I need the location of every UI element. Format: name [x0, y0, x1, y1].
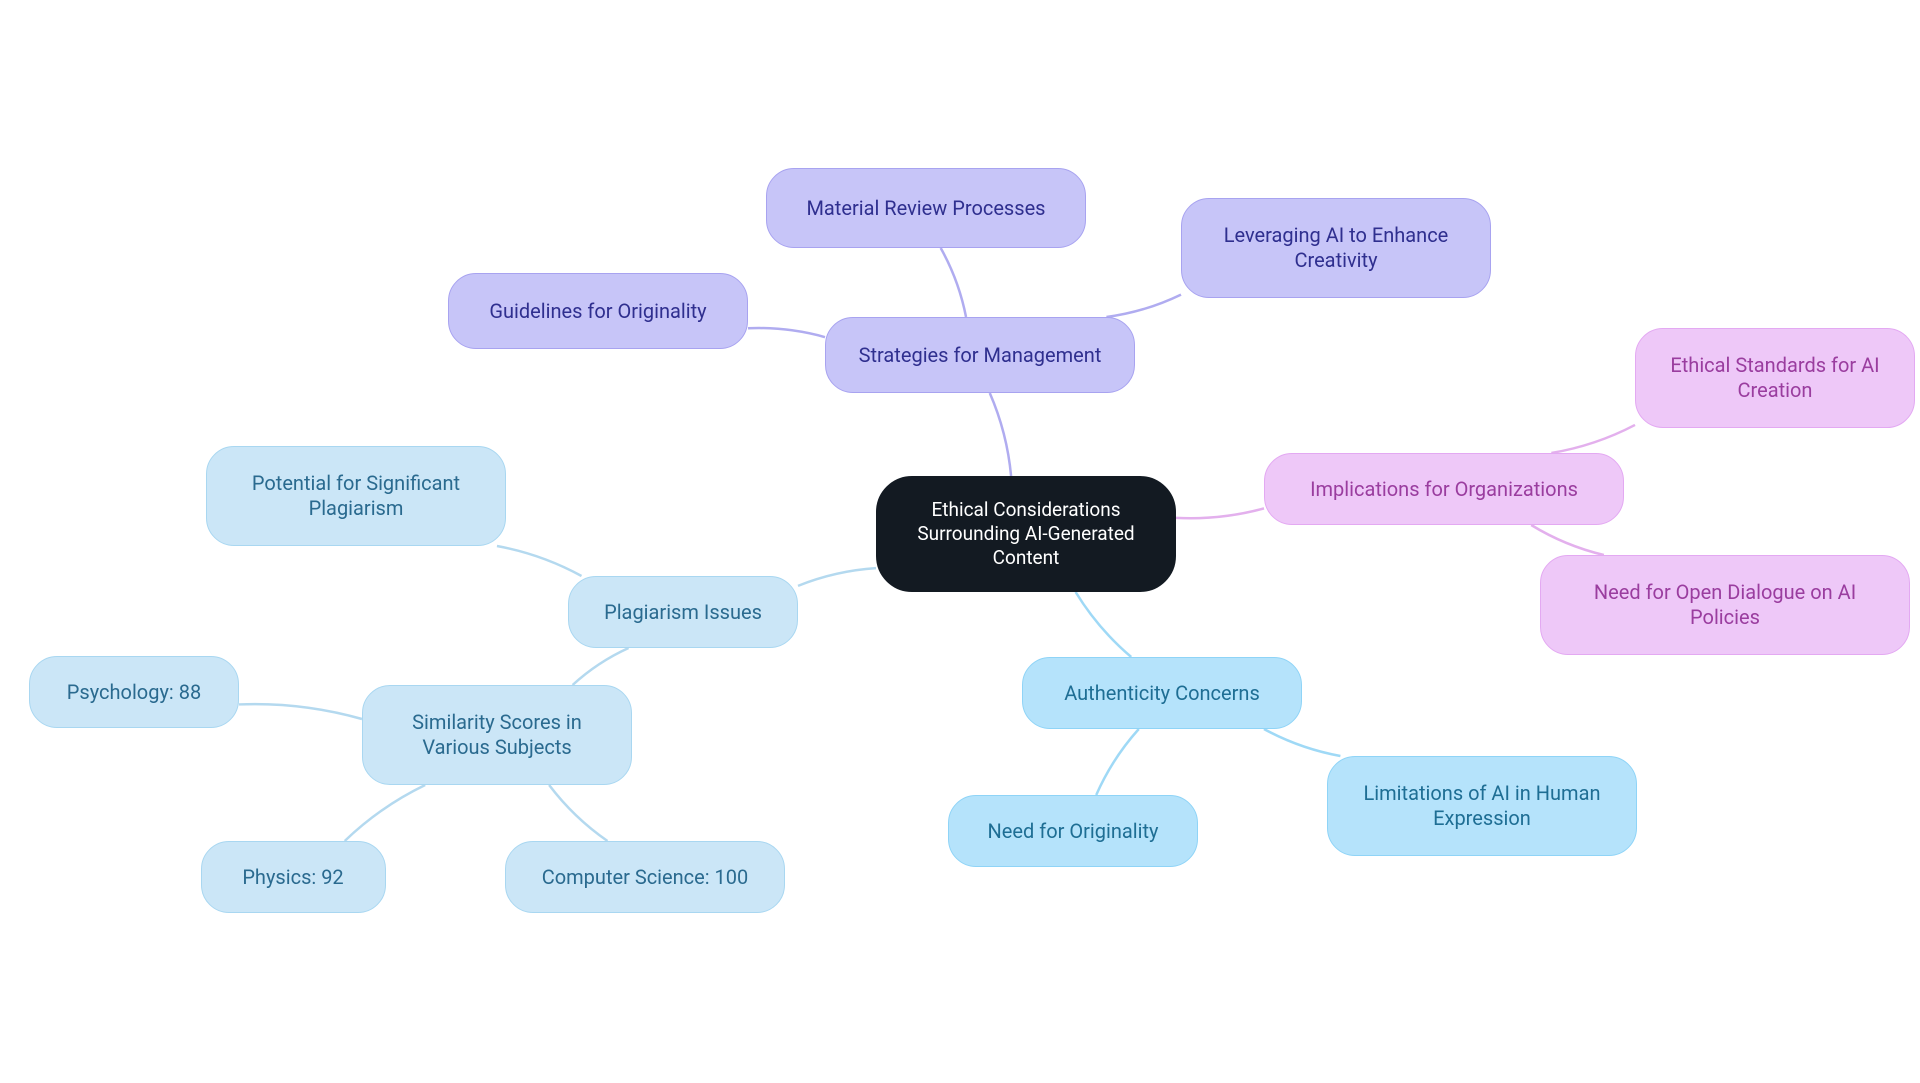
node-score-psych: Psychology: 88 — [29, 656, 239, 728]
edge-root-impl — [1176, 508, 1264, 518]
edge-root-strategies — [990, 393, 1011, 476]
node-auth-limits: Limitations of AI in Human Expression — [1327, 756, 1637, 856]
edge-strategies-strat-review — [941, 248, 966, 317]
node-auth-orig: Need for Originality — [948, 795, 1198, 867]
node-strat-review: Material Review Processes — [766, 168, 1086, 248]
edge-plag-scores-score-psych — [239, 704, 362, 719]
edge-plag-plag-scores — [573, 648, 629, 685]
mindmap-canvas: Ethical Considerations Surrounding AI-Ge… — [0, 0, 1920, 1083]
edge-auth-auth-orig — [1096, 729, 1139, 795]
edge-strategies-strat-guidelines — [748, 328, 825, 337]
node-strategies: Strategies for Management — [825, 317, 1135, 393]
edge-root-plag — [798, 568, 876, 586]
edge-root-auth — [1076, 592, 1132, 657]
node-plag-scores: Similarity Scores in Various Subjects — [362, 685, 632, 785]
edge-plag-plag-potential — [497, 546, 582, 576]
node-impl-dialogue: Need for Open Dialogue on AI Policies — [1540, 555, 1910, 655]
edge-impl-impl-dialogue — [1531, 525, 1604, 555]
node-strat-guidelines: Guidelines for Originality — [448, 273, 748, 349]
node-score-phys: Physics: 92 — [201, 841, 386, 913]
node-impl: Implications for Organizations — [1264, 453, 1624, 525]
node-impl-standards: Ethical Standards for AI Creation — [1635, 328, 1915, 428]
node-score-cs: Computer Science: 100 — [505, 841, 785, 913]
edge-strategies-strat-creativity — [1106, 295, 1181, 317]
node-plag-potential: Potential for Significant Plagiarism — [206, 446, 506, 546]
edge-auth-auth-limits — [1264, 729, 1340, 756]
node-auth: Authenticity Concerns — [1022, 657, 1302, 729]
edge-plag-scores-score-phys — [345, 785, 425, 841]
node-plag: Plagiarism Issues — [568, 576, 798, 648]
node-root: Ethical Considerations Surrounding AI-Ge… — [876, 476, 1176, 592]
edge-impl-impl-standards — [1551, 425, 1635, 453]
edge-plag-scores-score-cs — [549, 785, 607, 841]
node-strat-creativity: Leveraging AI to Enhance Creativity — [1181, 198, 1491, 298]
